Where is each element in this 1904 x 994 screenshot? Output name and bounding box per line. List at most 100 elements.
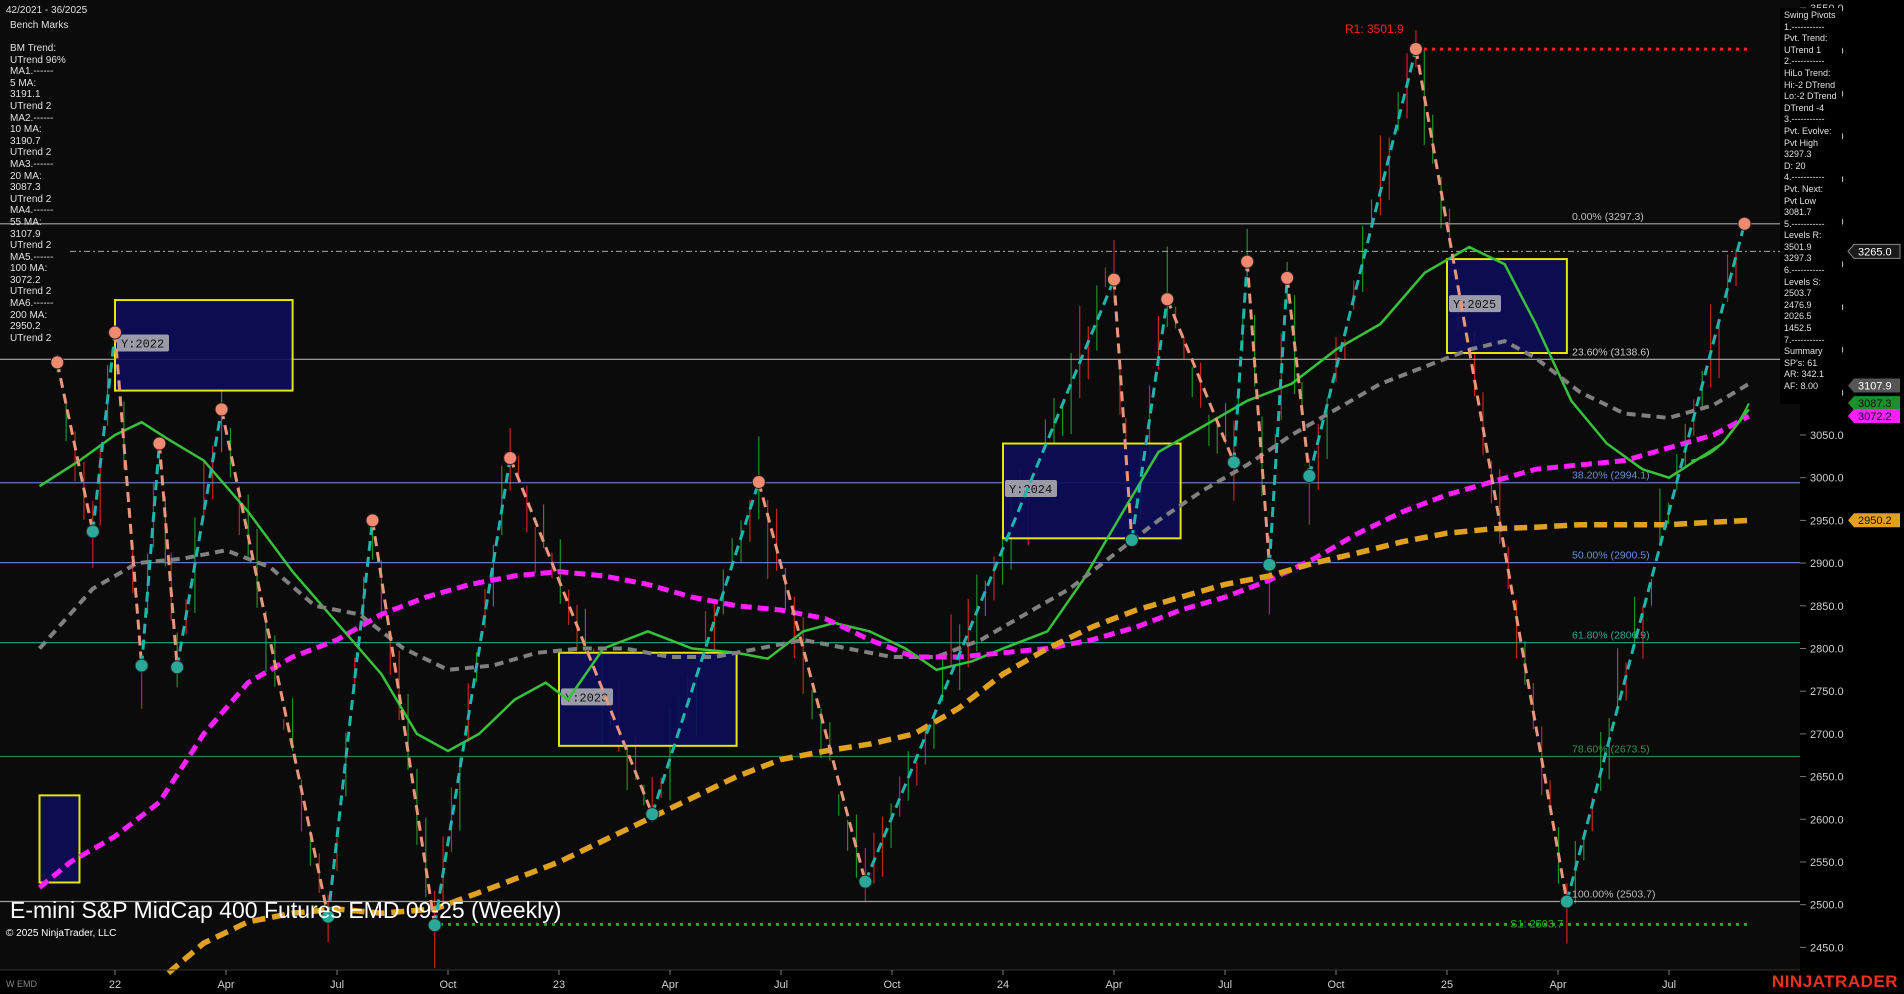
swing-line xyxy=(113,332,144,666)
swing_pivots-line: 2.----------- xyxy=(1784,56,1825,67)
y-tick-label: 2500.0 xyxy=(1810,900,1844,912)
x-tick-label: Oct xyxy=(439,979,456,991)
pivot-high-marker xyxy=(214,402,229,417)
pivot-high-marker xyxy=(503,451,518,466)
swing-line xyxy=(91,332,117,532)
price-tag-label: 3087.3 xyxy=(1858,398,1892,410)
moving-averages xyxy=(37,245,1751,976)
pivot-low-marker xyxy=(321,909,336,924)
x-axis: 22 Apr Jul Oct 23 Apr Jul Oct 24 Apr Jul Oct 25 Apr Ju… xyxy=(0,969,1800,991)
swing_pivots-line: Pvt High xyxy=(1784,137,1819,148)
y-tick-label: 3000.0 xyxy=(1810,473,1844,485)
swing_pivots-line: Pvt. Next: xyxy=(1784,183,1824,194)
swing_pivots-line: AF: 8.00 xyxy=(1784,381,1819,391)
bench_marks-line: UTrend 2 xyxy=(10,240,52,252)
pivot-low-marker xyxy=(1124,533,1139,548)
year-boxes: Y:2022 Y:2023 Y:2024 Y:2025 xyxy=(38,258,1568,884)
year-box-label: Y:2022 xyxy=(121,338,164,352)
x-tick-label: Apr xyxy=(661,979,678,991)
resistance-label: R1: 3501.9 xyxy=(1345,22,1404,36)
swing-line xyxy=(55,362,95,532)
x-tick-label: Oct xyxy=(883,979,900,991)
pivot-low-marker xyxy=(645,807,660,822)
swing_pivots-line: DTrend -4 xyxy=(1784,102,1825,113)
x-tick-label: 25 xyxy=(1441,979,1453,991)
bench_marks-line: 10 MA: xyxy=(10,124,42,136)
pivot-high-marker xyxy=(365,513,380,528)
fib-label: 38.20% (2994.1) xyxy=(1572,470,1650,482)
x-tick-label: 24 xyxy=(997,979,1009,991)
swing-line xyxy=(175,409,224,668)
swing-pivot-markers xyxy=(50,41,1752,933)
swing_pivots-line: Lo:-2 DTrend xyxy=(1784,91,1837,102)
bench_marks-line: 3107.9 xyxy=(10,228,41,240)
bench_marks-line: 2950.2 xyxy=(10,321,41,333)
swing-lines xyxy=(55,48,1746,926)
pivot-high-marker xyxy=(1737,216,1752,231)
bench-marks-title: Bench Marks xyxy=(10,20,69,31)
y-tick-label: 2550.0 xyxy=(1810,857,1844,869)
pivot-low-marker xyxy=(134,658,149,673)
pivot-high-marker xyxy=(1160,292,1175,307)
ma-magenta-line xyxy=(37,413,1751,890)
x-tick-label: Apr xyxy=(1105,979,1122,991)
swing-line xyxy=(140,443,161,666)
bench_marks-line: 20 MA: xyxy=(10,170,42,182)
copyright: © 2025 NinjaTrader, LLC xyxy=(6,928,117,939)
pivot-high-marker xyxy=(108,325,122,340)
fib-label: 78.60% (2673.5) xyxy=(1572,744,1650,756)
bench_marks-line: UTrend 2 xyxy=(10,100,52,112)
swing_pivots-line: SP's: 61 xyxy=(1784,357,1818,368)
swing_pivots-line: AR: 342.1 xyxy=(1784,369,1825,380)
swing-line xyxy=(1232,261,1249,463)
swing_pivots-line: 1452.5 xyxy=(1784,323,1812,334)
price-tag-label: 3072.2 xyxy=(1858,411,1892,423)
year-box-label: Y:2025 xyxy=(1453,298,1496,312)
y-tick-label: 2450.0 xyxy=(1810,942,1844,954)
swing_pivots-line: Summary xyxy=(1784,346,1823,357)
swing_pivots-line: Swing Pivots xyxy=(1784,10,1836,20)
swing_pivots-line: Levels S: xyxy=(1784,276,1822,287)
swing-line xyxy=(1112,279,1134,541)
swing_pivots-line: UTrend 1 xyxy=(1784,44,1822,55)
bench_marks-line: UTrend 2 xyxy=(10,332,52,344)
swing_pivots-line: HiLo Trend: xyxy=(1784,67,1831,78)
swing_pivots-line: D: 20 xyxy=(1784,160,1806,171)
bench_marks-line: BM Trend: xyxy=(10,43,57,54)
pivot-high-marker xyxy=(1240,254,1255,269)
pivot-low-marker xyxy=(170,660,185,675)
swing-line xyxy=(157,443,179,668)
y-tick-label: 2650.0 xyxy=(1810,772,1844,784)
pivot-low-marker xyxy=(85,524,100,539)
swing-line xyxy=(1414,48,1569,902)
support-label: S1: 2503.7 xyxy=(1510,918,1563,930)
horizontal-levels: R1: 3501.9 S1: 2503.7 0.00% (3297.3) 23.60%… xyxy=(0,22,1800,930)
swing_pivots-line: 1.----------- xyxy=(1784,21,1825,32)
swing-line xyxy=(1245,261,1271,565)
price-tag-label: 3107.9 xyxy=(1858,381,1892,393)
bench_marks-line: UTrend 96% xyxy=(10,54,66,66)
swing-line xyxy=(863,278,1116,883)
ma-fast-line xyxy=(38,245,1750,753)
swing-line xyxy=(1565,223,1746,902)
pivot-high-marker xyxy=(1408,41,1423,56)
bench_marks-line: UTrend 2 xyxy=(10,147,52,159)
swing_pivots-line: 3.----------- xyxy=(1784,114,1825,125)
pivot-low-marker xyxy=(1262,557,1277,572)
swing-line xyxy=(220,409,330,917)
swing_pivots-line: 3501.9 xyxy=(1784,241,1812,252)
pivot-high-marker xyxy=(50,355,65,370)
price-tag-label: 2950.2 xyxy=(1858,515,1892,527)
price-tag xyxy=(1848,409,1900,424)
price-tag xyxy=(1847,243,1901,259)
swing_pivots-line: 4.----------- xyxy=(1784,172,1825,183)
x-tick-label: Apr xyxy=(217,979,234,991)
swing_pivots-line: 2476.9 xyxy=(1784,299,1812,310)
y-tick-label: 2850.0 xyxy=(1810,601,1844,613)
price-tag-label: 3265.0 xyxy=(1858,246,1892,258)
fib-label: 0.00% (3297.3) xyxy=(1572,211,1644,223)
y-tick-label: 2800.0 xyxy=(1810,643,1844,655)
bench_marks-line: UTrend 2 xyxy=(10,286,52,298)
